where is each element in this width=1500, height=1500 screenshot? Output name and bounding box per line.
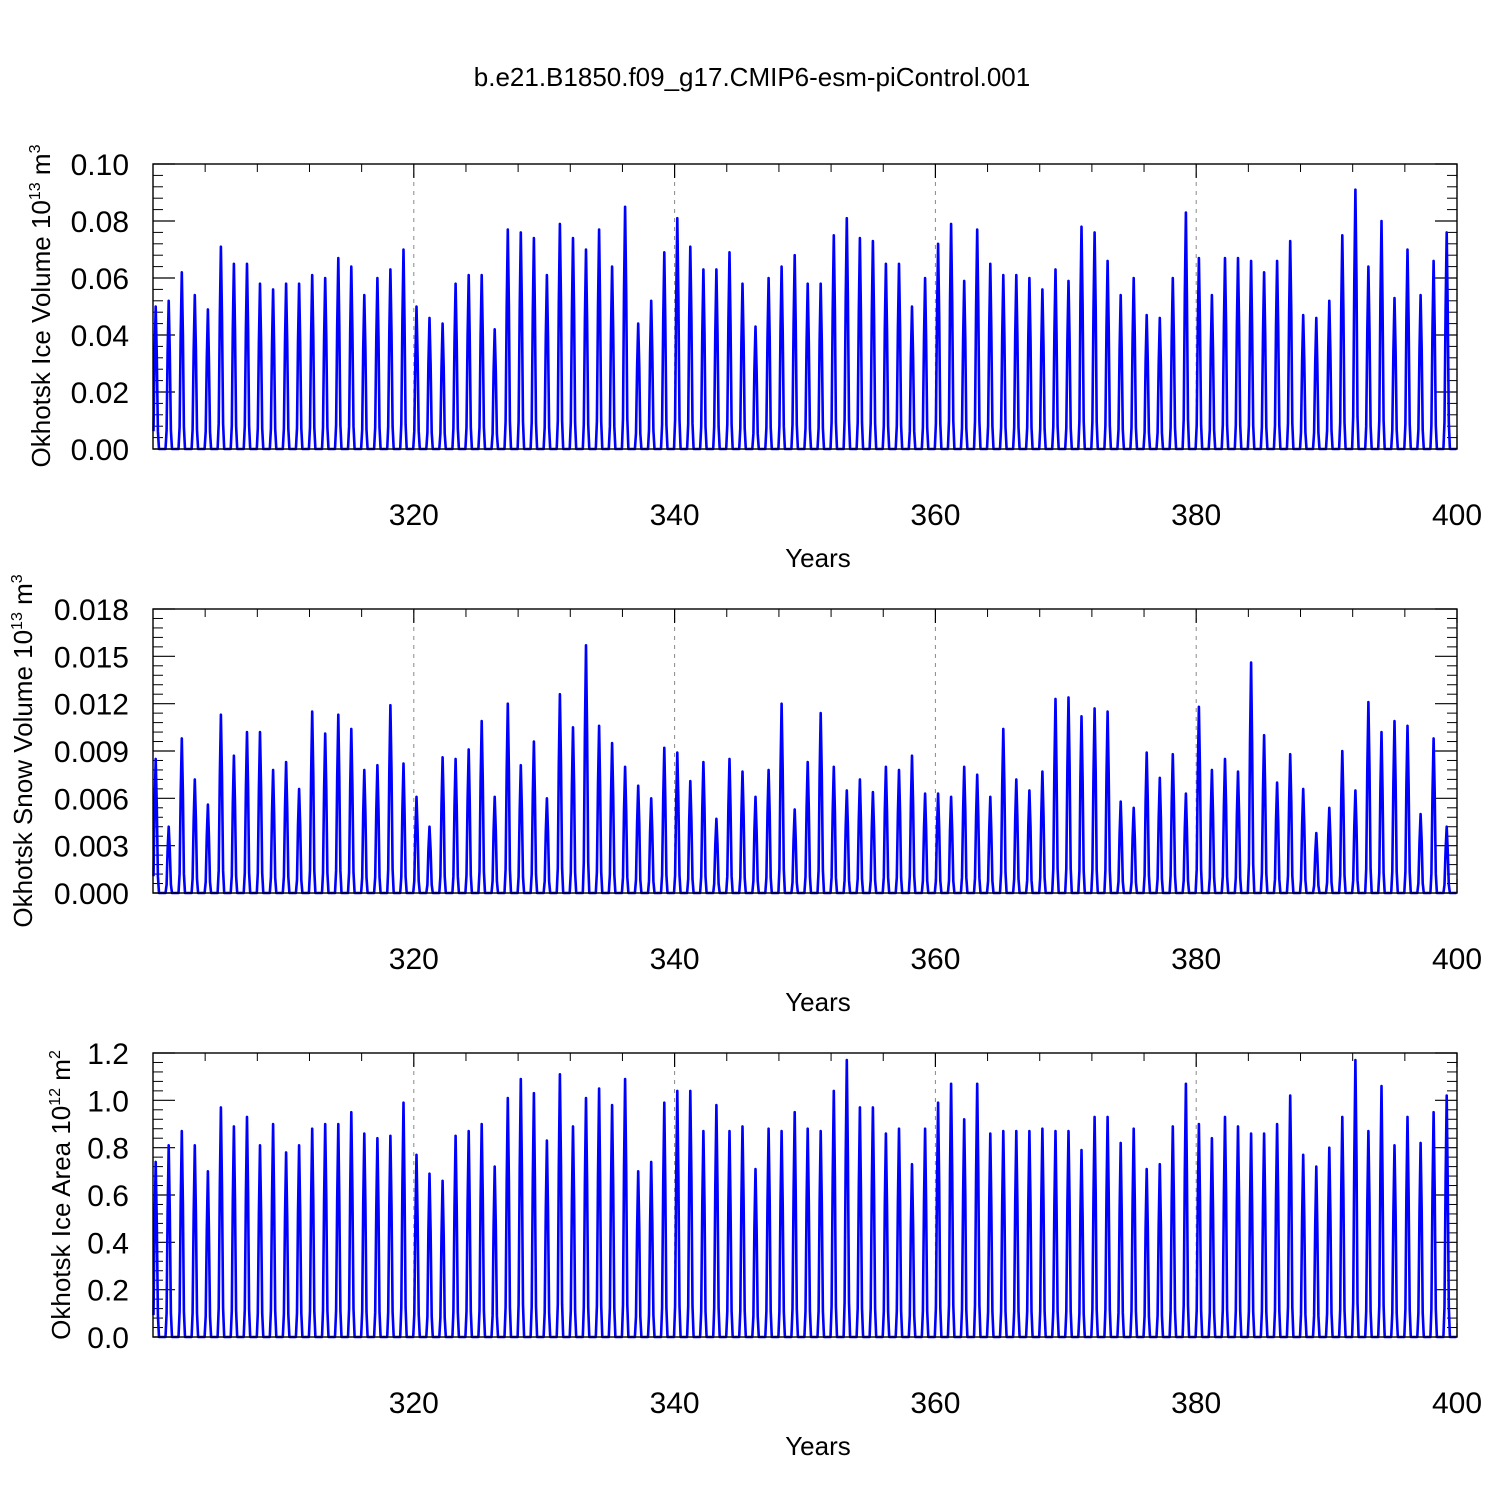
- x-tick-label: 320: [389, 1387, 439, 1420]
- panel-3: 320 340 360 380 400 0.0 0.2 0.4 0.6 0.8 1.0 1.2 Year…: [46, 1038, 1482, 1461]
- y-tick-label: 0.009: [54, 736, 129, 769]
- y-tick-label: 0.10: [71, 149, 129, 182]
- series-line: [152, 188, 1457, 451]
- y-axis-label: Okhotsk Ice Area 1012 m2: [46, 1050, 76, 1340]
- plot-frame: [152, 163, 1458, 450]
- x-tick-label: 380: [1171, 499, 1221, 532]
- y-tick-label: 0.02: [71, 377, 129, 410]
- x-tick-label: 400: [1432, 499, 1482, 532]
- figure-title: b.e21.B1850.f09_g17.CMIP6-esm-piControl.…: [474, 62, 1030, 92]
- y-tick-label: 0.018: [54, 594, 129, 627]
- x-tick-label: 400: [1432, 1387, 1482, 1420]
- panels-container: 320 340 360 380 400 0.00 0.02 0.04 0.06 0.08 0.10 Y…: [8, 144, 1482, 1461]
- series-line: [152, 644, 1457, 895]
- plot-frame: [152, 1052, 1458, 1338]
- y-tick-label: 0.015: [54, 641, 129, 674]
- y-tick-label: 0.000: [54, 878, 129, 911]
- x-tick-label: 360: [910, 499, 960, 532]
- x-tick-label: 320: [389, 499, 439, 532]
- y-tick-label: 0.4: [87, 1227, 129, 1260]
- y-tick-label: 0.0: [87, 1322, 129, 1355]
- x-tick-label: 320: [389, 943, 439, 976]
- y-tick-label: 1.0: [87, 1085, 129, 1118]
- y-tick-label: 0.6: [87, 1180, 129, 1213]
- y-tick-label: 0.006: [54, 783, 129, 816]
- panel-2: 320 340 360 380 400 0.000 0.003 0.006 0.009 0.012…: [8, 574, 1482, 1017]
- x-tick-label: 380: [1171, 1387, 1221, 1420]
- y-tick-label: 0.012: [54, 689, 129, 722]
- x-tick-label: 360: [910, 943, 960, 976]
- y-tick-label: 0.003: [54, 831, 129, 864]
- y-tick-label: 0.8: [87, 1133, 129, 1166]
- plot-frame: [152, 608, 1458, 894]
- x-axis-label: Years: [785, 987, 851, 1017]
- y-tick-label: 0.2: [87, 1275, 129, 1308]
- y-axis-label: Okhotsk Ice Volume 1013 m3: [26, 144, 56, 467]
- x-tick-label: 340: [650, 499, 700, 532]
- x-tick-label: 400: [1432, 943, 1482, 976]
- y-tick-label: 0.08: [71, 206, 129, 239]
- x-axis-label: Years: [785, 543, 851, 573]
- x-tick-label: 340: [650, 943, 700, 976]
- y-tick-label: 0.06: [71, 263, 129, 296]
- series-line: [152, 1058, 1457, 1339]
- y-tick-label: 0.04: [71, 320, 129, 353]
- y-tick-label: 1.2: [87, 1038, 129, 1071]
- panel-1: 320 340 360 380 400 0.00 0.02 0.04 0.06 0.08 0.10 Y…: [26, 144, 1482, 573]
- x-tick-label: 360: [910, 1387, 960, 1420]
- x-tick-label: 340: [650, 1387, 700, 1420]
- x-tick-label: 380: [1171, 943, 1221, 976]
- y-tick-label: 0.00: [71, 434, 129, 467]
- x-axis-label: Years: [785, 1431, 851, 1461]
- y-axis-label: Okhotsk Snow Volume 1013 m3: [8, 574, 38, 927]
